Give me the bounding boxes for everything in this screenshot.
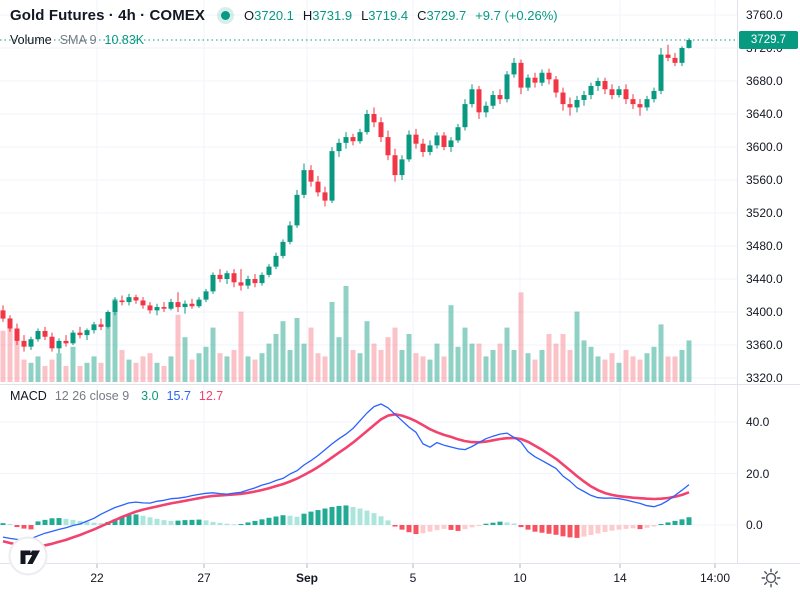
open-value: O3720.1 — [244, 8, 294, 23]
time-axis-label: 14 — [613, 571, 627, 585]
macd-signal-line — [2, 412, 690, 548]
macd-main-line — [2, 403, 690, 541]
grid-layer — [0, 0, 737, 563]
volume-label: Volume — [10, 33, 52, 47]
chrome-layer — [0, 0, 800, 568]
macd-label: MACD — [10, 389, 47, 403]
price-axis-label: 3760.0 — [746, 8, 783, 22]
macd-lines-layer — [2, 403, 690, 548]
ohlc-readout: O3720.1 H3731.9 L3719.4 C3729.7 +9.7 (+0… — [244, 8, 558, 23]
time-axis-label: Sep — [295, 571, 319, 585]
volume-value: 10.83K — [104, 33, 145, 47]
macd-legend: MACD 12 26 close 9 3.0 15.7 12.7 — [10, 389, 223, 403]
price-axis-label: 3560.0 — [746, 173, 783, 187]
macd-hist-value: 3.0 — [141, 389, 159, 403]
volume-legend: Volume SMA 9 10.83K — [10, 33, 144, 47]
price-axis-label: 3600.0 — [746, 140, 783, 154]
volume-sma-label: SMA 9 — [59, 33, 97, 47]
macd-line-value: 15.7 — [166, 389, 191, 403]
price-axis-label: 3320.0 — [746, 371, 783, 385]
volume-layer — [0, 286, 692, 382]
time-axis-label: 22 — [90, 571, 104, 585]
time-axis-label: 27 — [197, 571, 211, 585]
macd-signal-value: 12.7 — [198, 389, 224, 403]
tradingview-logo[interactable] — [8, 536, 48, 576]
price-axis-label: 3640.0 — [746, 107, 783, 121]
time-axis-label: 14:00 — [699, 571, 731, 585]
theme-toggle-sun-icon[interactable] — [759, 566, 783, 590]
price-axis-label: 3400.0 — [746, 305, 783, 319]
price-axis-label: 3520.0 — [746, 206, 783, 220]
macd-axis-label: 0.0 — [746, 518, 763, 532]
symbol-header: Gold Futures · 4h · COMEX O3720.1 H3731.… — [10, 7, 558, 24]
high-value: H3731.9 — [302, 8, 353, 23]
candles-layer — [0, 38, 692, 354]
time-axis-label: 5 — [409, 571, 417, 585]
price-axis-label: 3680.0 — [746, 74, 783, 88]
time-axis-label: 10 — [513, 571, 527, 585]
macd-histogram-layer — [0, 505, 692, 538]
macd-params: 12 26 close 9 — [54, 389, 130, 403]
price-axis-label: 3360.0 — [746, 338, 783, 352]
price-axis-label: 3440.0 — [746, 272, 783, 286]
price-axis-label: 3480.0 — [746, 239, 783, 253]
macd-axis-label: 20.0 — [746, 466, 770, 481]
market-status-dot-icon — [221, 11, 231, 20]
last-price-tag: 3729.7 — [739, 30, 798, 49]
change-value: +9.7 (+0.26%) — [475, 8, 558, 23]
close-value: C3729.7 — [417, 8, 467, 23]
time-scale[interactable] — [0, 563, 800, 600]
symbol-title[interactable]: Gold Futures · 4h · COMEX — [10, 7, 206, 24]
macd-axis-label: 40.0 — [746, 415, 770, 429]
low-value: L3719.4 — [361, 8, 409, 23]
